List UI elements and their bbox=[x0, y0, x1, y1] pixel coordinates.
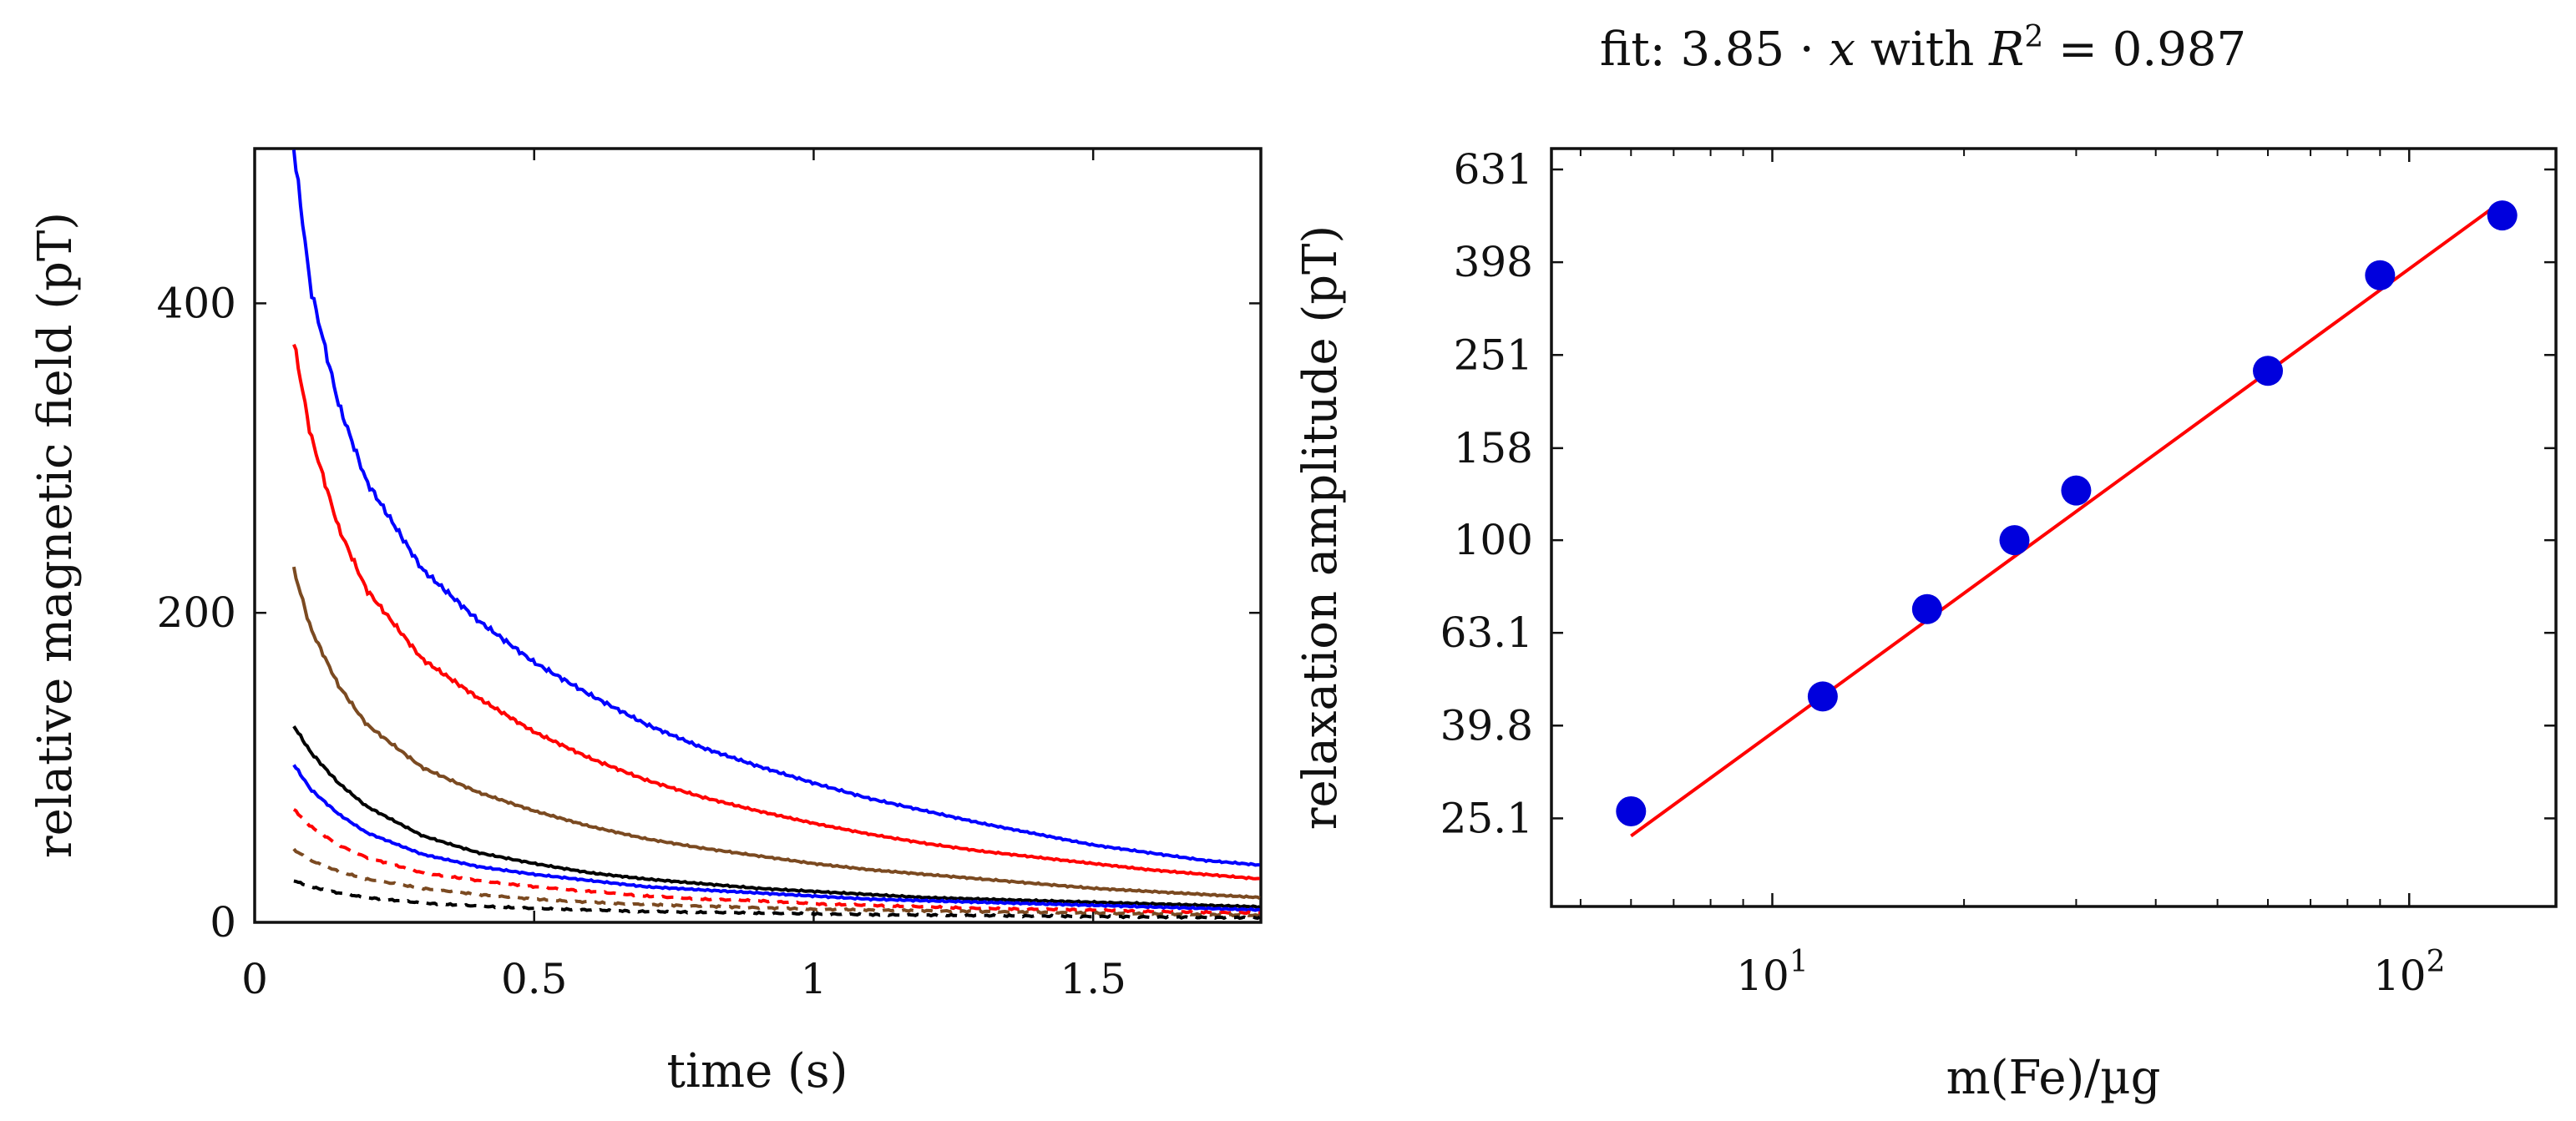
left-series-line bbox=[293, 879, 1261, 921]
left-x-tick-label: 1.5 bbox=[1060, 955, 1126, 1003]
left-series-line bbox=[292, 847, 1261, 918]
right-ticks bbox=[1551, 149, 2556, 906]
scatter-point bbox=[2365, 260, 2396, 290]
title-var-r: R bbox=[1988, 23, 2024, 77]
right-y-tick-label: 631 bbox=[1454, 145, 1533, 194]
scatter-point bbox=[2253, 356, 2284, 386]
right-chart-title: fit: 3.85 · x with R2 = 0.987 bbox=[1600, 20, 2246, 77]
fit-line bbox=[1630, 207, 2493, 838]
left-plot-frame bbox=[253, 147, 1263, 924]
right-y-tick-label: 39.8 bbox=[1440, 701, 1533, 750]
left-series-line bbox=[291, 566, 1261, 900]
right-y-tick-label: 158 bbox=[1454, 424, 1533, 472]
left-series-group bbox=[291, 149, 1261, 921]
left-y-tick-label: 400 bbox=[157, 279, 236, 327]
left-series-line bbox=[292, 725, 1261, 910]
tick-exponent: 2 bbox=[2427, 945, 2446, 979]
right-x-tick-label: 101 bbox=[1736, 945, 1809, 1000]
left-ticks bbox=[253, 149, 1261, 924]
right-y-tick-label: 63.1 bbox=[1440, 608, 1533, 657]
title-var-x: x bbox=[1830, 23, 1856, 77]
right-y-tick-label: 251 bbox=[1454, 331, 1533, 379]
left-series-line bbox=[291, 149, 1260, 867]
left-y-tick-label: 0 bbox=[210, 898, 236, 947]
left-y-axis-label: relative magnetic field (pT) bbox=[28, 212, 83, 858]
right-fit-group bbox=[1630, 207, 2493, 838]
left-x-tick-label: 0.5 bbox=[501, 955, 568, 1003]
title-suffix: = 0.987 bbox=[2043, 23, 2246, 77]
title-mid: with bbox=[1855, 23, 1989, 77]
left-series-line bbox=[292, 764, 1260, 912]
left-tick-labels: 0 0.5 1 1.5 0 200 400 bbox=[157, 279, 1126, 1003]
left-x-axis-label: time (s) bbox=[667, 1044, 848, 1098]
left-series-line bbox=[292, 808, 1260, 916]
right-y-tick-label: 100 bbox=[1454, 516, 1533, 564]
left-x-tick-label: 0 bbox=[241, 955, 268, 1003]
right-chart: fit: 3.85 · x with R2 = 0.987 101 10225.1… bbox=[1293, 20, 2558, 1105]
scatter-point bbox=[2061, 475, 2092, 506]
left-y-tick-label: 200 bbox=[157, 588, 236, 637]
scatter-point bbox=[1807, 681, 1838, 712]
title-sup: 2 bbox=[2024, 20, 2043, 54]
right-x-axis-label: m(Fe)/µg bbox=[1946, 1051, 2161, 1105]
tick-base: 10 bbox=[2373, 952, 2427, 1000]
scatter-point bbox=[1616, 795, 1647, 826]
right-points-group bbox=[1616, 200, 2518, 826]
right-x-tick-label: 102 bbox=[2373, 945, 2446, 1000]
title-prefix: fit: 3.85 · bbox=[1600, 23, 1830, 77]
right-y-axis-label: relaxation amplitude (pT) bbox=[1293, 225, 1348, 831]
left-series-line bbox=[292, 343, 1260, 881]
scatter-point bbox=[2487, 200, 2518, 231]
tick-exponent: 1 bbox=[1789, 945, 1809, 979]
left-x-tick-label: 1 bbox=[801, 955, 827, 1003]
right-plot-frame bbox=[1550, 147, 2558, 908]
scatter-point bbox=[1999, 525, 2030, 556]
tick-base: 10 bbox=[1736, 952, 1789, 1000]
right-y-tick-label: 25.1 bbox=[1440, 794, 1533, 842]
left-chart: 0 0.5 1 1.5 0 200 400 time (s) relative magnet… bbox=[28, 147, 1263, 1098]
scatter-point bbox=[1911, 593, 1942, 624]
right-y-tick-label: 398 bbox=[1454, 238, 1533, 286]
